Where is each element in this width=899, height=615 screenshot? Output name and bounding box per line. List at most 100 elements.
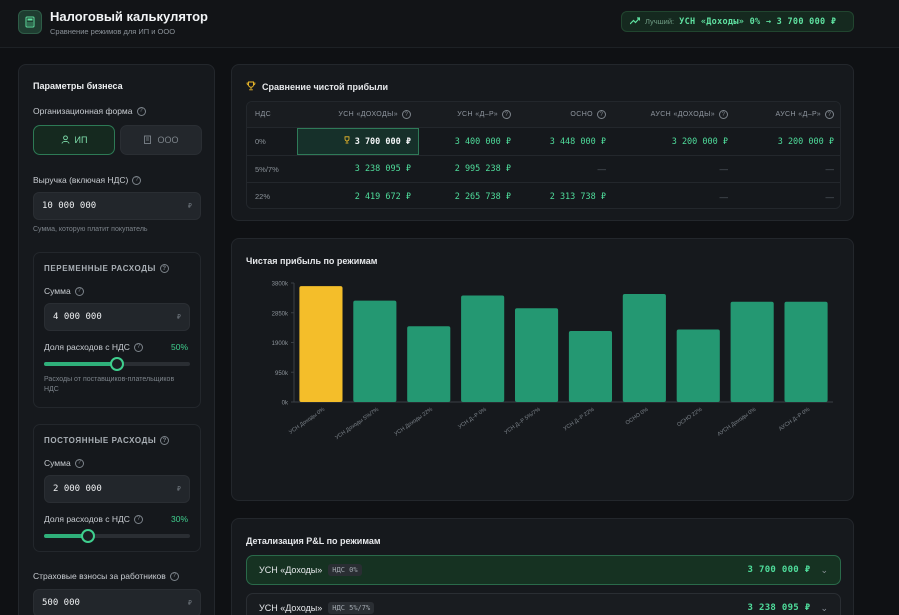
pl-title: Детализация P&L по режимам — [246, 536, 381, 546]
x-tick-label: УСН Д–Р 0% — [457, 407, 487, 431]
chart-bar — [784, 301, 828, 402]
best-regime-badge: Лучший: УСН «Доходы» 0% → 3 700 000 ₽ — [621, 11, 854, 32]
row-label: 22% — [255, 192, 271, 201]
app-header: Налоговый калькулятор Сравнение режимов … — [0, 0, 899, 48]
help-icon[interactable]: ? — [133, 514, 143, 524]
help-icon[interactable]: ? — [74, 458, 84, 468]
chart-bar — [353, 300, 397, 402]
table-cell[interactable]: 2 995 238 ₽ — [454, 164, 511, 174]
table-cell-best[interactable]: 3 700 000 ₽ — [297, 128, 419, 155]
chevron-down-icon[interactable]: ⌄ — [820, 564, 828, 575]
table-cell[interactable]: 3 238 095 ₽ — [354, 164, 411, 174]
table-cell[interactable]: 3 200 000 ₽ — [671, 136, 728, 147]
table-header-row: НДС УСН «ДОХОДЫ»? УСН «Д–Р»? ОСНО? АУСН … — [247, 102, 840, 127]
help-icon[interactable]: ? — [74, 286, 84, 296]
chevron-down-icon[interactable]: ⌄ — [820, 602, 828, 613]
pl-value: 3 238 095 ₽ — [747, 603, 811, 613]
comparison-title-text: Сравнение чистой прибыли — [262, 82, 388, 92]
y-tick-label: 2850k — [272, 311, 289, 317]
fixed-vat-share-value: 30% — [171, 514, 189, 524]
fixed-vat-share-text: Доля расходов с НДС — [44, 514, 130, 524]
fixed-sum-input[interactable]: 2 000 000 ₽ — [44, 475, 190, 503]
help-icon[interactable]: ? — [160, 436, 170, 445]
chart-bar — [407, 326, 451, 402]
variable-vat-share-slider[interactable] — [44, 357, 190, 371]
revenue-input[interactable]: 10 000 000 ₽ — [33, 192, 201, 220]
insurance-input[interactable]: 500 000 ₽ — [33, 589, 201, 615]
currency-sign: ₽ — [176, 485, 181, 493]
table-cell: — — [597, 164, 607, 174]
table-cell[interactable]: 2 419 672 ₽ — [354, 191, 411, 202]
x-tick-label: УСН Доходы 22% — [394, 407, 434, 438]
col-header-vat: НДС — [255, 111, 272, 118]
revenue-label-text: Выручка (включая НДС) — [33, 175, 129, 185]
slider-thumb[interactable] — [80, 529, 95, 543]
comparison-table: НДС УСН «ДОХОДЫ»? УСН «Д–Р»? ОСНО? АУСН … — [246, 101, 841, 209]
business-params-panel: Параметры бизнеса Организационная форма … — [18, 64, 215, 615]
pl-details-panel: Детализация P&L по режимам УСН «Доходы» … — [231, 518, 854, 615]
help-icon[interactable]: ? — [136, 106, 146, 116]
col-header-ausn-income: АУСН «ДОХОДЫ»? — [614, 102, 736, 127]
help-icon[interactable]: ? — [719, 110, 728, 119]
profit-chart-panel: Чистая прибыль по режимам 0k 950k 1900k 285… — [231, 238, 854, 501]
pl-regime-name: УСН «Доходы» — [259, 603, 323, 613]
variable-vat-share-value: 50% — [171, 342, 189, 352]
chart-bar — [461, 295, 505, 402]
help-icon[interactable]: ? — [132, 175, 142, 185]
col-header-osno: ОСНО? — [519, 102, 614, 127]
variable-title-text: ПЕРЕМЕННЫЕ РАСХОДЫ — [44, 264, 156, 273]
chart-bar — [676, 329, 720, 402]
insurance-label: Страховые взносы за работников ? — [33, 571, 179, 581]
x-tick-label: ОСНО 0% — [625, 407, 650, 427]
comparison-panel: Сравнение чистой прибыли НДС УСН «ДОХОДЫ… — [231, 64, 854, 221]
variable-expenses-card: ПЕРЕМЕННЫЕ РАСХОДЫ ? Сумма ? 4 000 000 ₽… — [33, 252, 201, 408]
best-label: Лучший: — [645, 17, 675, 26]
help-icon[interactable]: ? — [159, 264, 169, 273]
org-ooo-button[interactable]: ООО — [120, 125, 202, 155]
col-header-text: УСН «Д–Р» — [457, 111, 498, 118]
fixed-vat-share-slider[interactable] — [44, 529, 190, 543]
variable-sum-value: 4 000 000 — [53, 312, 102, 322]
row-label: 0% — [255, 137, 266, 146]
x-tick-label: УСН Доходы 0% — [288, 407, 326, 436]
table-cell[interactable]: 3 200 000 ₽ — [777, 136, 834, 147]
revenue-hint: Сумма, которую платит покупатель — [33, 226, 148, 233]
params-title: Параметры бизнеса — [33, 81, 123, 91]
currency-sign: ₽ — [176, 313, 181, 321]
slider-thumb[interactable] — [110, 357, 124, 371]
fixed-expenses-card: ПОСТОЯННЫЕ РАСХОДЫ ? Сумма ? 2 000 000 ₽… — [33, 424, 201, 552]
help-icon[interactable]: ? — [402, 110, 411, 119]
help-icon[interactable]: ? — [825, 110, 834, 119]
pl-row[interactable]: УСН «Доходы» НДС 0% 3 700 000 ₽ ⌄ — [246, 555, 841, 585]
variable-hint: Расходы от поставщиков-плательщиков НДС — [44, 376, 175, 393]
org-form-label-text: Организационная форма — [33, 106, 133, 116]
table-cell: — — [825, 164, 835, 174]
user-icon — [61, 134, 70, 146]
vat-badge: НДС 5%/7% — [328, 602, 375, 614]
table-cell: — — [825, 191, 835, 202]
insurance-label-text: Страховые взносы за работников — [33, 571, 166, 581]
slider-fill — [44, 362, 117, 366]
trophy-icon — [246, 81, 256, 93]
pl-value: 3 700 000 ₽ — [747, 565, 811, 575]
fixed-expenses-title: ПОСТОЯННЫЕ РАСХОДЫ ? — [44, 436, 170, 445]
y-tick-label: 950k — [275, 371, 289, 377]
table-cell[interactable]: 2 313 738 ₽ — [549, 191, 606, 202]
y-tick-label: 0k — [282, 401, 289, 407]
table-cell[interactable]: 3 448 000 ₽ — [549, 136, 606, 147]
help-icon[interactable]: ? — [169, 571, 179, 581]
table-cell[interactable]: 2 265 738 ₽ — [454, 191, 511, 202]
fixed-title-text: ПОСТОЯННЫЕ РАСХОДЫ — [44, 436, 157, 445]
variable-sum-input[interactable]: 4 000 000 ₽ — [44, 303, 190, 331]
help-icon[interactable]: ? — [133, 342, 143, 352]
help-icon[interactable]: ? — [502, 110, 511, 119]
col-header-text: ОСНО — [570, 111, 593, 118]
col-header-text: АУСН «Д–Р» — [775, 111, 821, 118]
org-ip-button[interactable]: ИП — [33, 125, 115, 155]
help-icon[interactable]: ? — [597, 110, 606, 119]
fixed-sum-value: 2 000 000 — [53, 484, 102, 494]
currency-sign: ₽ — [187, 599, 192, 607]
pl-row[interactable]: УСН «Доходы» НДС 5%/7% 3 238 095 ₽ ⌄ — [246, 593, 841, 615]
table-cell[interactable]: 3 400 000 ₽ — [454, 136, 511, 147]
slider-fill — [44, 534, 88, 538]
